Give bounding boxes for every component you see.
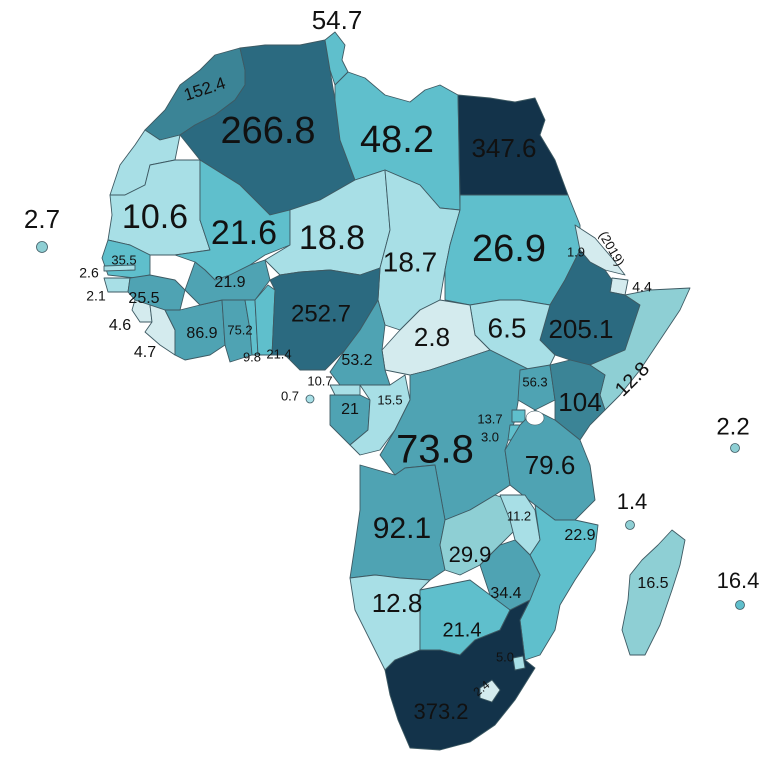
label-south-africa: 373.2 bbox=[413, 699, 468, 724]
country-sierra-leone[interactable] bbox=[131, 299, 153, 323]
label-tanzania: 79.6 bbox=[525, 450, 576, 480]
label-botswana: 21.4 bbox=[443, 619, 482, 641]
label-eritrea: 1.9 bbox=[567, 244, 585, 259]
label-south-sudan: 6.5 bbox=[488, 312, 527, 343]
country-angola[interactable] bbox=[349, 464, 446, 581]
country-togo[interactable] bbox=[244, 299, 259, 356]
label-tunisia: 54.7 bbox=[312, 5, 363, 35]
label-cote-divoire: 86.9 bbox=[186, 325, 217, 342]
label-zambia: 29.9 bbox=[449, 542, 492, 567]
label-drc: 73.8 bbox=[396, 428, 474, 472]
label-nigeria: 252.7 bbox=[291, 300, 351, 327]
island-seychelles[interactable] bbox=[730, 443, 740, 453]
label-gambia: 2.6 bbox=[79, 265, 99, 281]
island-mauritius[interactable] bbox=[735, 600, 745, 610]
country-lesotho[interactable] bbox=[479, 679, 501, 703]
label-car: 2.8 bbox=[414, 322, 450, 352]
country-rwanda[interactable] bbox=[511, 409, 526, 423]
label-zimbabwe: 34.4 bbox=[490, 585, 521, 602]
country-tunisia[interactable] bbox=[324, 31, 349, 86]
country-guinea-bissau[interactable] bbox=[103, 277, 131, 293]
island-cape-verde[interactable] bbox=[36, 241, 48, 253]
country-burkina-faso[interactable] bbox=[184, 259, 271, 306]
label-mauritius: 16.4 bbox=[717, 568, 760, 593]
label-comoros: 1.4 bbox=[617, 489, 648, 514]
country-kenya[interactable] bbox=[549, 359, 606, 441]
label-angola: 92.1 bbox=[373, 512, 431, 545]
label-guinea-bissau: 2.1 bbox=[86, 288, 106, 304]
label-guinea: 25.5 bbox=[128, 290, 159, 307]
label-cape-verde: 2.7 bbox=[24, 204, 60, 234]
island-sao-tome[interactable] bbox=[305, 394, 315, 404]
label-madagascar: 16.5 bbox=[637, 575, 668, 592]
label-eswatini: 5.0 bbox=[496, 649, 514, 664]
country-equatorial-guinea[interactable] bbox=[329, 384, 361, 396]
label-rwanda: 13.7 bbox=[477, 411, 502, 426]
label-namibia: 12.8 bbox=[372, 588, 423, 618]
country-eswatini[interactable] bbox=[512, 655, 526, 671]
country-uganda[interactable] bbox=[517, 364, 556, 411]
country-somalia[interactable] bbox=[589, 287, 691, 411]
label-ghana: 75.2 bbox=[227, 322, 252, 337]
label-niger: 18.8 bbox=[299, 219, 365, 257]
country-gambia[interactable] bbox=[103, 264, 136, 272]
label-sierra-leone: 4.6 bbox=[109, 317, 131, 334]
country-tanzania[interactable] bbox=[504, 409, 596, 521]
label-burkina-faso: 21.9 bbox=[214, 274, 245, 291]
label-chad: 18.7 bbox=[383, 246, 438, 277]
label-senegal: 35.5 bbox=[111, 252, 136, 267]
label-sao-tome: 0.7 bbox=[281, 388, 299, 403]
label-sudan: 26.9 bbox=[472, 228, 546, 270]
country-congo[interactable] bbox=[349, 374, 411, 456]
label-equatorial-guinea: 10.7 bbox=[307, 373, 332, 388]
label-algeria: 266.8 bbox=[220, 110, 315, 152]
label-benin: 21.4 bbox=[266, 346, 291, 361]
label-ethiopia: 205.1 bbox=[548, 314, 613, 344]
label-liberia: 4.7 bbox=[134, 344, 156, 361]
label-seychelles: 2.2 bbox=[716, 413, 749, 440]
label-burundi: 3.0 bbox=[481, 429, 499, 444]
label-djibouti: 4.4 bbox=[632, 279, 652, 295]
label-libya: 48.2 bbox=[360, 119, 434, 161]
country-cote-divoire[interactable] bbox=[164, 299, 226, 361]
label-egypt: 347.6 bbox=[471, 133, 536, 163]
label-mali: 21.6 bbox=[211, 214, 277, 252]
label-gabon: 21 bbox=[341, 401, 359, 418]
country-south-africa[interactable] bbox=[384, 599, 536, 751]
island-comoros[interactable] bbox=[625, 520, 635, 530]
label-kenya: 104 bbox=[558, 387, 601, 417]
country-drc[interactable] bbox=[379, 349, 531, 521]
label-congo: 15.5 bbox=[377, 392, 402, 407]
label-togo: 9.8 bbox=[243, 349, 261, 364]
label-uganda: 56.3 bbox=[522, 374, 547, 389]
lake-victoria bbox=[525, 410, 545, 426]
label-cameroon: 53.2 bbox=[341, 352, 372, 369]
label-malawi: 11.2 bbox=[507, 508, 531, 523]
label-mozambique: 22.9 bbox=[564, 527, 595, 544]
country-madagascar[interactable] bbox=[621, 529, 686, 656]
label-mauritania: 10.6 bbox=[122, 198, 188, 236]
